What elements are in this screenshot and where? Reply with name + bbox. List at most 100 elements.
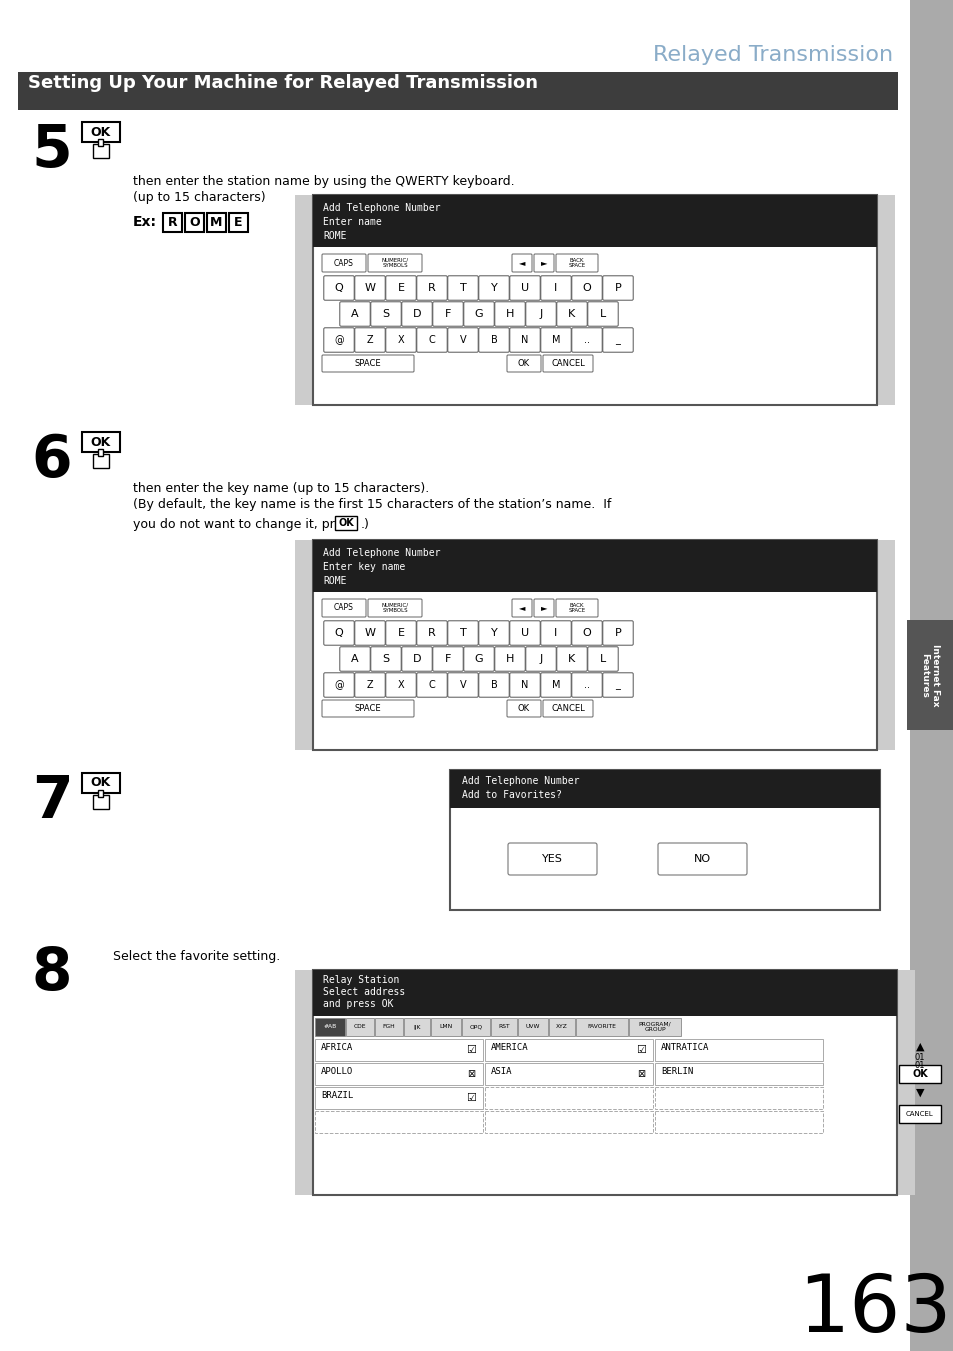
Text: FGH: FGH [382,1024,395,1029]
Text: N: N [520,335,528,345]
Text: B: B [490,680,497,690]
Text: I: I [554,282,558,293]
FancyBboxPatch shape [509,673,539,697]
Bar [294,970,313,1196]
FancyBboxPatch shape [371,647,401,671]
FancyBboxPatch shape [385,673,416,697]
Text: OPQ: OPQ [469,1024,482,1029]
FancyBboxPatch shape [322,700,414,717]
Text: Q: Q [335,282,343,293]
FancyBboxPatch shape [571,328,601,353]
Text: M: M [210,216,222,230]
Text: LMN: LMN [439,1024,452,1029]
Text: Y: Y [490,628,497,638]
Text: I: I [554,628,558,638]
Bar [335,516,356,530]
Bar [576,1019,627,1036]
Bar [898,1065,940,1084]
Text: D: D [413,309,421,319]
Bar [484,1063,652,1085]
FancyBboxPatch shape [478,621,509,646]
FancyBboxPatch shape [447,673,477,697]
Text: OK: OK [337,517,354,528]
Text: J: J [538,309,542,319]
FancyBboxPatch shape [512,254,532,272]
Text: ▲: ▲ [915,1042,923,1052]
Bar [461,1019,490,1036]
Bar [491,1019,517,1036]
Text: AMERICA: AMERICA [491,1043,528,1052]
Bar [313,195,876,247]
Text: Add to Favorites?: Add to Favorites? [461,790,561,800]
Text: CANCEL: CANCEL [551,359,584,367]
Bar [403,1019,430,1036]
Bar [655,1088,822,1109]
Text: R: R [428,282,436,293]
Bar [450,770,879,808]
Text: E: E [234,216,242,230]
FancyBboxPatch shape [355,621,385,646]
Text: SPACE: SPACE [355,704,381,713]
Bar [314,1088,482,1109]
Bar [18,72,897,109]
Bar [185,213,204,232]
FancyBboxPatch shape [557,301,587,326]
Text: BRAZIL: BRAZIL [320,1092,353,1100]
Text: 163: 163 [798,1271,951,1350]
Text: C: C [428,335,435,345]
Bar [92,794,109,809]
Bar [82,773,120,793]
Text: Relayed Transmission: Relayed Transmission [652,45,892,65]
Text: OK: OK [517,359,530,367]
Text: RST: RST [497,1024,509,1029]
Text: ☑: ☑ [636,1046,645,1055]
Text: N: N [520,680,528,690]
Text: _: _ [615,335,619,345]
Text: CANCEL: CANCEL [905,1111,933,1117]
Text: ►: ► [540,604,547,612]
Bar [484,1039,652,1061]
Text: D: D [413,654,421,663]
FancyBboxPatch shape [557,647,587,671]
Text: K: K [568,309,575,319]
Bar [431,1019,460,1036]
FancyBboxPatch shape [587,647,618,671]
Text: R: R [168,216,177,230]
Text: O: O [582,628,591,638]
FancyBboxPatch shape [463,301,494,326]
Text: 7: 7 [31,773,72,830]
Text: Y: Y [490,282,497,293]
Text: G: G [475,309,483,319]
Text: .): .) [360,517,370,531]
Text: F: F [444,654,451,663]
Text: E: E [397,628,404,638]
Text: K: K [568,654,575,663]
Text: ☑: ☑ [465,1046,476,1055]
FancyBboxPatch shape [540,276,571,300]
Text: PROGRAM/
GROUP: PROGRAM/ GROUP [638,1021,671,1032]
Text: BACK
SPACE: BACK SPACE [568,258,585,269]
FancyBboxPatch shape [478,276,509,300]
Bar [294,195,313,405]
Bar [313,970,896,1016]
Text: ☑: ☑ [465,1093,476,1102]
FancyBboxPatch shape [323,673,354,697]
Text: SPACE: SPACE [355,359,381,367]
FancyBboxPatch shape [323,621,354,646]
FancyBboxPatch shape [416,276,447,300]
FancyBboxPatch shape [323,276,354,300]
Bar [314,1039,482,1061]
Text: ⊠: ⊠ [637,1069,644,1079]
FancyBboxPatch shape [401,647,432,671]
Text: 6: 6 [31,432,72,489]
Text: OK: OK [91,126,111,139]
FancyBboxPatch shape [322,355,414,372]
Text: X: X [397,680,404,690]
Bar [98,139,103,146]
FancyBboxPatch shape [447,328,477,353]
FancyBboxPatch shape [509,328,539,353]
FancyBboxPatch shape [507,843,597,875]
Text: then enter the station name by using the QWERTY keyboard.: then enter the station name by using the… [132,176,514,188]
Text: ..: .. [583,335,589,345]
FancyBboxPatch shape [602,621,633,646]
